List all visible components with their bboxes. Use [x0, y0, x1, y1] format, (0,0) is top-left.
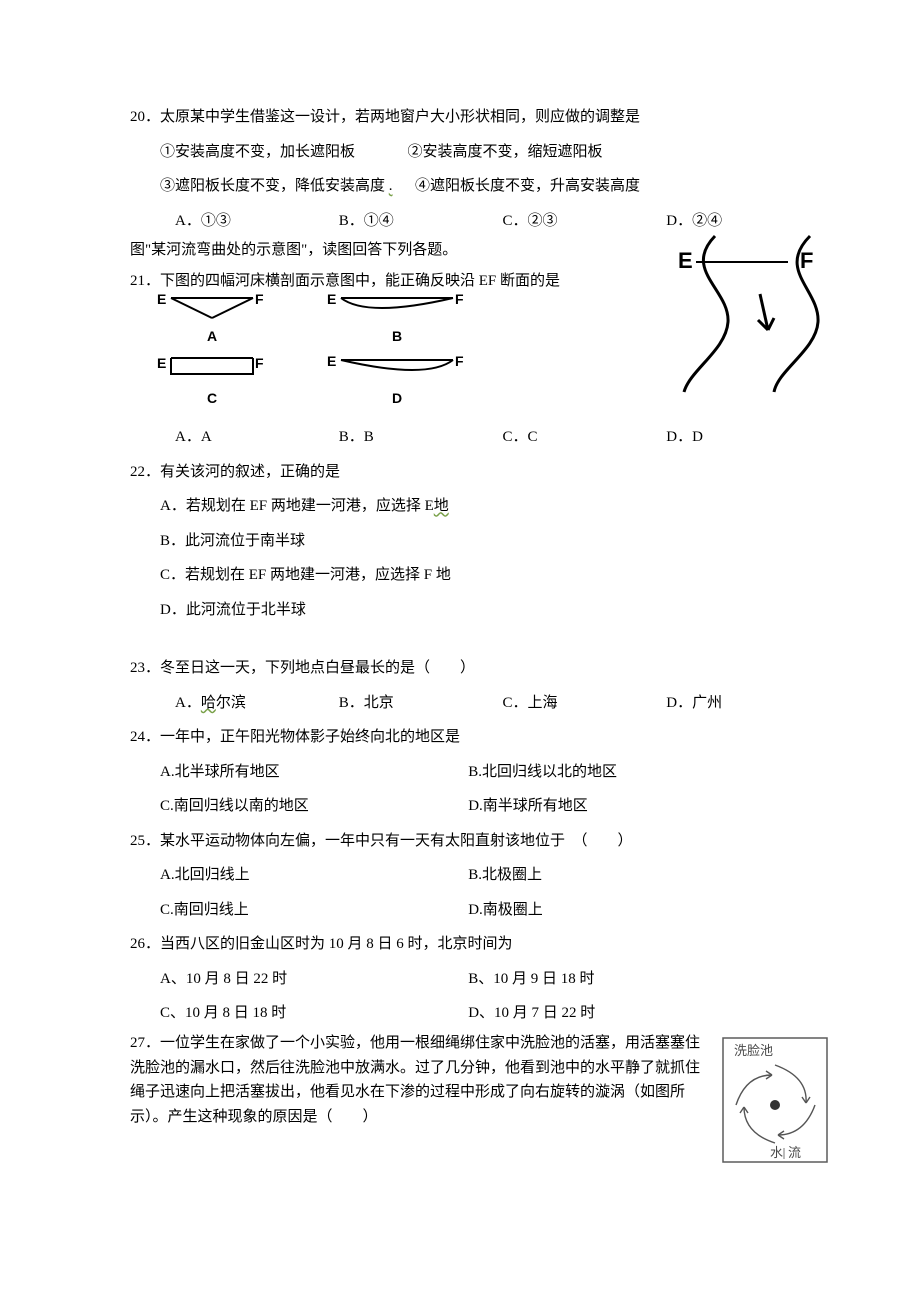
q22-optA: A．若规划在 EF 两地建一河港，应选择 E地 — [130, 489, 830, 524]
q22-stem: 22．有关该河的叙述，正确的是 — [130, 455, 830, 490]
q24-optC: C.南回归线以南的地区 — [160, 789, 468, 824]
q26-optC: C、10 月 8 日 18 时 — [160, 996, 468, 1031]
q21-fig-B-cap: B — [392, 320, 402, 352]
q25-optD: D.南极圈上 — [468, 893, 830, 928]
svg-text:F: F — [255, 355, 264, 371]
q20-optB: B．①④ — [339, 204, 503, 239]
q25-optC: C.南回归线上 — [160, 893, 468, 928]
svg-text:流: 流 — [788, 1145, 801, 1160]
q24-optB: B.北回归线以北的地区 — [468, 755, 830, 790]
q24-optA: A.北半球所有地区 — [160, 755, 468, 790]
q26-optD: D、10 月 7 日 22 时 — [468, 996, 830, 1031]
svg-text:E: E — [157, 355, 166, 371]
q23-optB: B．北京 — [339, 686, 503, 721]
q21-optA: A．A — [175, 420, 339, 455]
q20-choices-line2: ③遮阳板长度不变，降低安装高度 . ④遮阳板长度不变，升高安装高度 — [130, 169, 830, 204]
q27-label-basin: 洗脸池 — [734, 1043, 773, 1058]
q23-stem: 23．冬至日这一天，下列地点白昼最长的是（ ） — [130, 651, 830, 686]
q22-optB: B．此河流位于南半球 — [130, 524, 830, 559]
q20-c3-dot: . — [389, 178, 393, 194]
q21-fig-C-cap: C — [207, 382, 217, 414]
q20-optA: A．①③ — [175, 204, 339, 239]
q21-optC: C．C — [503, 420, 667, 455]
q26-optA: A、10 月 8 日 22 时 — [160, 962, 468, 997]
q21-options: A．A B．B C．C D．D — [130, 420, 830, 455]
q25-options-2: C.南回归线上 D.南极圈上 — [130, 893, 830, 928]
q21-fig-B: E F B — [327, 292, 467, 352]
svg-text:E: E — [157, 292, 166, 307]
q23-options: A．哈尔滨 B．北京 C．上海 D．广州 — [130, 686, 830, 721]
river-bend-figure: E F — [660, 230, 830, 400]
q26-optB: B、10 月 9 日 18 时 — [468, 962, 830, 997]
q21-optD: D．D — [666, 420, 830, 455]
q21-optB: B．B — [339, 420, 503, 455]
svg-text:E: E — [678, 248, 693, 273]
q24-stem: 24．一年中，正午阳光物体影子始终向北的地区是 — [130, 720, 830, 755]
q23-optA: A．哈尔滨 — [175, 686, 339, 721]
q20-choices-line1: ①安装高度不变，加长遮阳板 ②安装高度不变，缩短遮阳板 — [130, 135, 830, 170]
q26-options-2: C、10 月 8 日 18 时 D、10 月 7 日 22 时 — [130, 996, 830, 1031]
q20-c3: ③遮阳板长度不变，降低安装高度 — [160, 178, 385, 194]
q22-optC: C．若规划在 EF 两地建一河港，应选择 F 地 — [130, 558, 830, 593]
svg-text:水: 水 — [770, 1145, 783, 1160]
q25-optA: A.北回归线上 — [160, 858, 468, 893]
q20-stem: 20．太原某中学生借鉴这一设计，若两地窗户大小形状相同，则应做的调整是 — [130, 100, 830, 135]
q25-options-1: A.北回归线上 B.北极圈上 — [130, 858, 830, 893]
q27: 27．一位学生在家做了一个小实验，他用一根细绳绑住家中洗脸池的活塞，用活塞塞住洗… — [130, 1031, 830, 1165]
svg-text:E: E — [327, 292, 336, 307]
q21-fig-C: E F C — [157, 354, 267, 414]
q21-fig-A-cap: A — [207, 320, 217, 352]
q21-fig-A: E F A — [157, 292, 267, 352]
svg-text:F: F — [255, 292, 264, 307]
q21-fig-D: E F D — [327, 354, 467, 414]
q21-figures-row2: E F C E F D — [130, 354, 654, 414]
q20-optC: C．②③ — [503, 204, 667, 239]
svg-text:F: F — [455, 354, 464, 369]
q20-c4: ④遮阳板长度不变，升高安装高度 — [415, 178, 640, 194]
q23-optC: C．上海 — [503, 686, 667, 721]
q26-options-1: A、10 月 8 日 22 时 B、10 月 9 日 18 时 — [130, 962, 830, 997]
q23-optD: D．广州 — [666, 686, 830, 721]
q20-options: A．①③ B．①④ C．②③ D．②④ — [130, 204, 830, 239]
q26-stem: 26．当西八区的旧金山区时为 10 月 8 日 6 时，北京时间为 — [130, 927, 830, 962]
q22-optD: D．此河流位于北半球 — [130, 593, 830, 628]
q21-figures-row1: E F A E F B — [130, 292, 654, 352]
q27-text: 27．一位学生在家做了一个小实验，他用一根细绳绑住家中洗脸池的活塞，用活塞塞住洗… — [130, 1031, 708, 1130]
q25-optB: B.北极圈上 — [468, 858, 830, 893]
q21-fig-D-cap: D — [392, 382, 402, 414]
svg-text:F: F — [455, 292, 464, 307]
svg-text:E: E — [327, 354, 336, 369]
q20-c1: ①安装高度不变，加长遮阳板 — [160, 144, 355, 160]
q24-options-1: A.北半球所有地区 B.北回归线以北的地区 — [130, 755, 830, 790]
q20-optD: D．②④ — [666, 204, 830, 239]
q24-options-2: C.南回归线以南的地区 D.南半球所有地区 — [130, 789, 830, 824]
q27-figure: 洗脸池 水 流 — [720, 1031, 830, 1165]
q22-optA-wavy: 地 — [434, 498, 449, 514]
q20-c2: ②安装高度不变，缩短遮阳板 — [408, 144, 603, 160]
q25-stem: 25．某水平运动物体向左偏，一年中只有一天有太阳直射该地位于 （ ） — [130, 824, 830, 859]
svg-text:F: F — [800, 248, 813, 273]
q24-optD: D.南半球所有地区 — [468, 789, 830, 824]
